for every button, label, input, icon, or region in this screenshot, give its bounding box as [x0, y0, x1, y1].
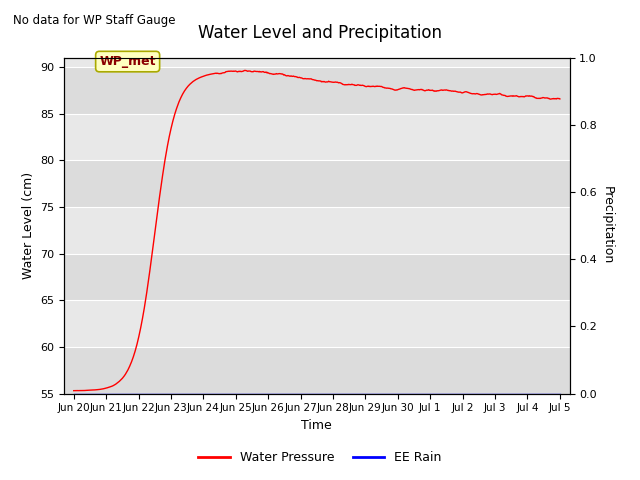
Bar [64, 253, 570, 300]
Water Pressure [380, 84, 388, 90]
EE Rain [488, 391, 496, 396]
Text: No data for WP Staff Gauge: No data for WP Staff Gauge [13, 14, 175, 27]
EE Rain [352, 391, 360, 396]
Water Pressure [241, 68, 248, 73]
Text: WP_met: WP_met [99, 55, 156, 68]
Bar [64, 114, 570, 160]
Water Pressure [439, 87, 447, 93]
Legend: Water Pressure, EE Rain: Water Pressure, EE Rain [193, 446, 447, 469]
Water Pressure [353, 83, 360, 88]
Bar [64, 67, 570, 114]
Y-axis label: Water Level (cm): Water Level (cm) [22, 172, 35, 279]
EE Rain [365, 391, 372, 396]
Bar [64, 300, 570, 347]
EE Rain [380, 391, 387, 396]
EE Rain [556, 391, 564, 396]
EE Rain [438, 391, 446, 396]
Water Pressure [70, 388, 77, 394]
Water Pressure [100, 386, 108, 392]
Water Pressure [365, 84, 373, 89]
Line: Water Pressure: Water Pressure [74, 71, 560, 391]
Bar [64, 347, 570, 394]
EE Rain [100, 391, 108, 396]
EE Rain [70, 391, 77, 396]
X-axis label: Time: Time [301, 419, 332, 432]
Bar [64, 160, 570, 207]
Water Pressure [556, 96, 564, 102]
Y-axis label: Precipitation: Precipitation [601, 186, 614, 265]
Text: Water Level and Precipitation: Water Level and Precipitation [198, 24, 442, 42]
Bar [64, 207, 570, 253]
Water Pressure [489, 92, 497, 97]
